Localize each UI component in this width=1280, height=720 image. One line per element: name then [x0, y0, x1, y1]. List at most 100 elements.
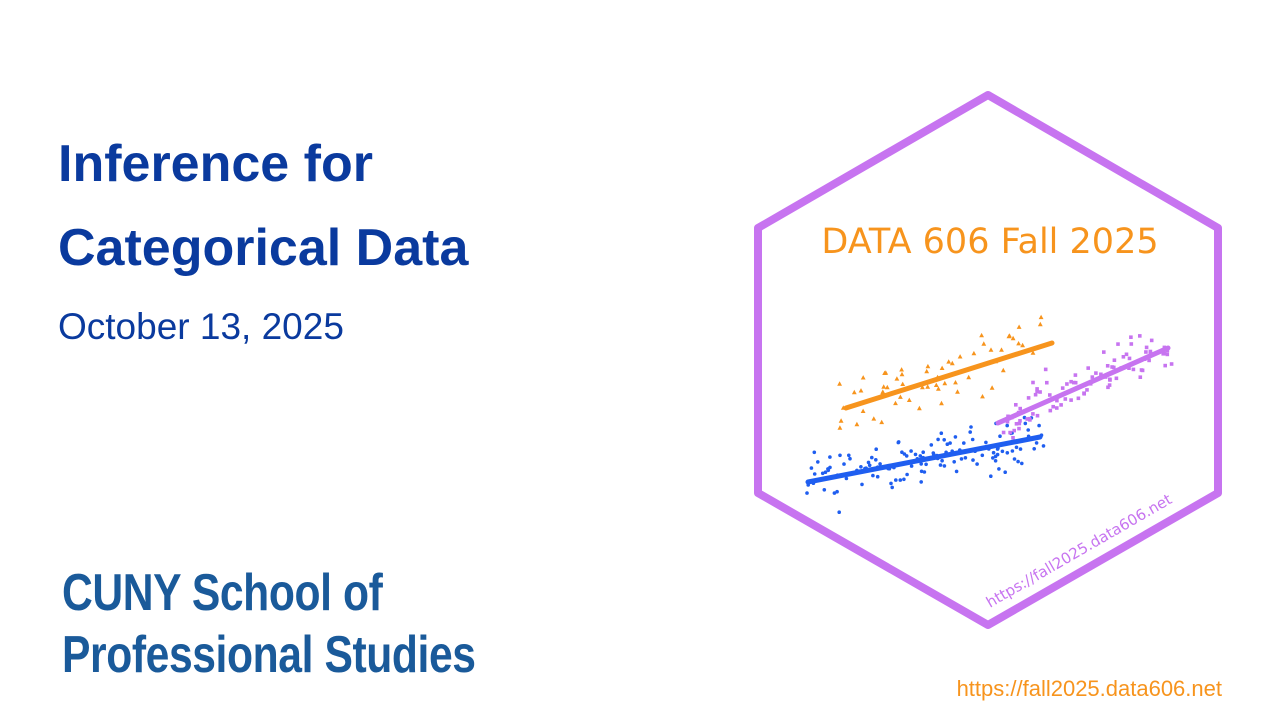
sticker-point-2: [1108, 377, 1112, 382]
sticker-point-2: [1017, 421, 1022, 426]
sticker-point-0: [917, 405, 922, 411]
sticker-point-2: [1105, 364, 1110, 368]
sticker-point-1: [866, 460, 871, 465]
sticker-point-0: [999, 347, 1004, 352]
sticker-point-2: [1005, 419, 1010, 424]
sticker-point-2: [1033, 392, 1038, 397]
sticker-point-0: [966, 374, 972, 380]
sticker-point-1: [904, 454, 909, 458]
sticker-point-2: [1112, 358, 1117, 362]
footer-url[interactable]: https://fall2025.data606.net: [956, 676, 1222, 701]
sticker-point-1: [942, 464, 947, 468]
sticker-point-0: [942, 380, 948, 386]
sticker-point-2: [1026, 396, 1031, 400]
sticker-point-1: [1014, 445, 1019, 450]
sticker-point-1: [954, 469, 959, 474]
sticker-point-2: [1082, 391, 1086, 395]
sticker-point-0: [1030, 350, 1036, 355]
sticker-point-0: [860, 375, 866, 380]
sticker-point-1: [1041, 444, 1046, 448]
sticker-point-0: [936, 386, 941, 391]
sticker-point-0: [871, 416, 877, 421]
sticker-point-2: [1102, 350, 1106, 354]
sticker-point-1: [938, 463, 943, 467]
sticker-point-1: [959, 457, 964, 461]
sticker-point-1: [1026, 428, 1030, 432]
sticker-point-2: [1127, 366, 1131, 370]
sticker-point-2: [1060, 386, 1065, 390]
sticker-point-1: [859, 465, 863, 469]
sticker-point-2: [1090, 375, 1095, 379]
sticker-point-0: [939, 365, 945, 370]
sticker-point-0: [971, 350, 977, 356]
sticker-point-0: [860, 408, 866, 413]
sticker-point-1: [809, 466, 814, 470]
sticker-point-0: [837, 425, 843, 430]
sticker-point-2: [1069, 379, 1073, 384]
sticker-point-1: [991, 456, 995, 460]
sticker-point-1: [1003, 470, 1007, 475]
sticker-point-0: [854, 421, 860, 427]
sticker-point-2: [1099, 372, 1103, 377]
slide-title-line2: Categorical Data: [58, 219, 469, 277]
sticker-point-0: [1010, 335, 1016, 341]
sticker-point-2: [1018, 406, 1022, 411]
sticker-point-2: [1012, 428, 1016, 433]
sticker-point-2: [1129, 335, 1133, 339]
sticker-point-0: [1037, 321, 1043, 327]
sticker-point-1: [909, 449, 913, 453]
sticker-point-1: [826, 468, 831, 473]
sticker-point-0: [953, 380, 958, 385]
sticker-point-0: [955, 389, 960, 394]
sticker-point-1: [896, 440, 901, 445]
sticker-point-1: [975, 462, 979, 466]
sticker-point-2: [1051, 404, 1055, 409]
sticker-point-2: [1114, 376, 1119, 381]
sticker-point-1: [816, 460, 820, 464]
sticker-point-0: [899, 367, 904, 372]
sticker-point-2: [1001, 430, 1006, 435]
sticker-point-1: [1010, 449, 1015, 453]
sticker-point-1: [968, 430, 972, 434]
sticker-point-2: [1014, 403, 1018, 407]
sticker-point-1: [924, 462, 928, 467]
sticker-point-2: [1086, 366, 1090, 370]
sticker-point-1: [1018, 447, 1023, 451]
sticker-point-2: [1069, 398, 1073, 402]
sticker-point-2: [1131, 367, 1136, 372]
sticker-point-1: [953, 435, 958, 439]
sticker-point-2: [1065, 382, 1069, 386]
sticker-point-1: [848, 456, 852, 461]
sticker-point-2: [1025, 417, 1029, 421]
sticker-point-1: [993, 454, 998, 459]
data606-hex-sticker: DATA 606 Fall 2025 https://fall2025.data…: [754, 91, 1222, 629]
sticker-point-0: [925, 363, 931, 369]
sticker-point-0: [899, 371, 905, 377]
sticker-point-1: [1012, 457, 1017, 461]
sticker-point-0: [1016, 324, 1022, 329]
sticker-point-1: [867, 463, 872, 468]
sticker-point-1: [1020, 461, 1024, 466]
sticker-point-2: [1043, 367, 1048, 372]
sticker-point-1: [823, 470, 828, 475]
sticker-point-1: [909, 464, 914, 468]
sticker-point-1: [991, 450, 996, 455]
sticker-point-2: [1072, 380, 1076, 385]
sticker-point-0: [1020, 342, 1025, 348]
sticker-point-0: [989, 385, 995, 390]
sticker-point-2: [1121, 355, 1126, 359]
sticker-point-1: [832, 491, 837, 495]
sticker-point-1: [900, 450, 904, 455]
sticker-point-0: [980, 394, 985, 399]
sticker-point-1: [942, 438, 946, 442]
sticker-point-1: [898, 478, 903, 482]
sticker-point-2: [1031, 412, 1035, 416]
sticker-point-1: [952, 460, 956, 464]
sticker-point-0: [924, 368, 930, 374]
sticker-point-2: [1106, 385, 1110, 390]
sticker-point-1: [971, 458, 975, 462]
sticker-point-1: [963, 456, 968, 460]
trend-lines: [805, 340, 1171, 485]
scatter-points: [805, 314, 1174, 514]
sticker-point-1: [913, 452, 918, 457]
